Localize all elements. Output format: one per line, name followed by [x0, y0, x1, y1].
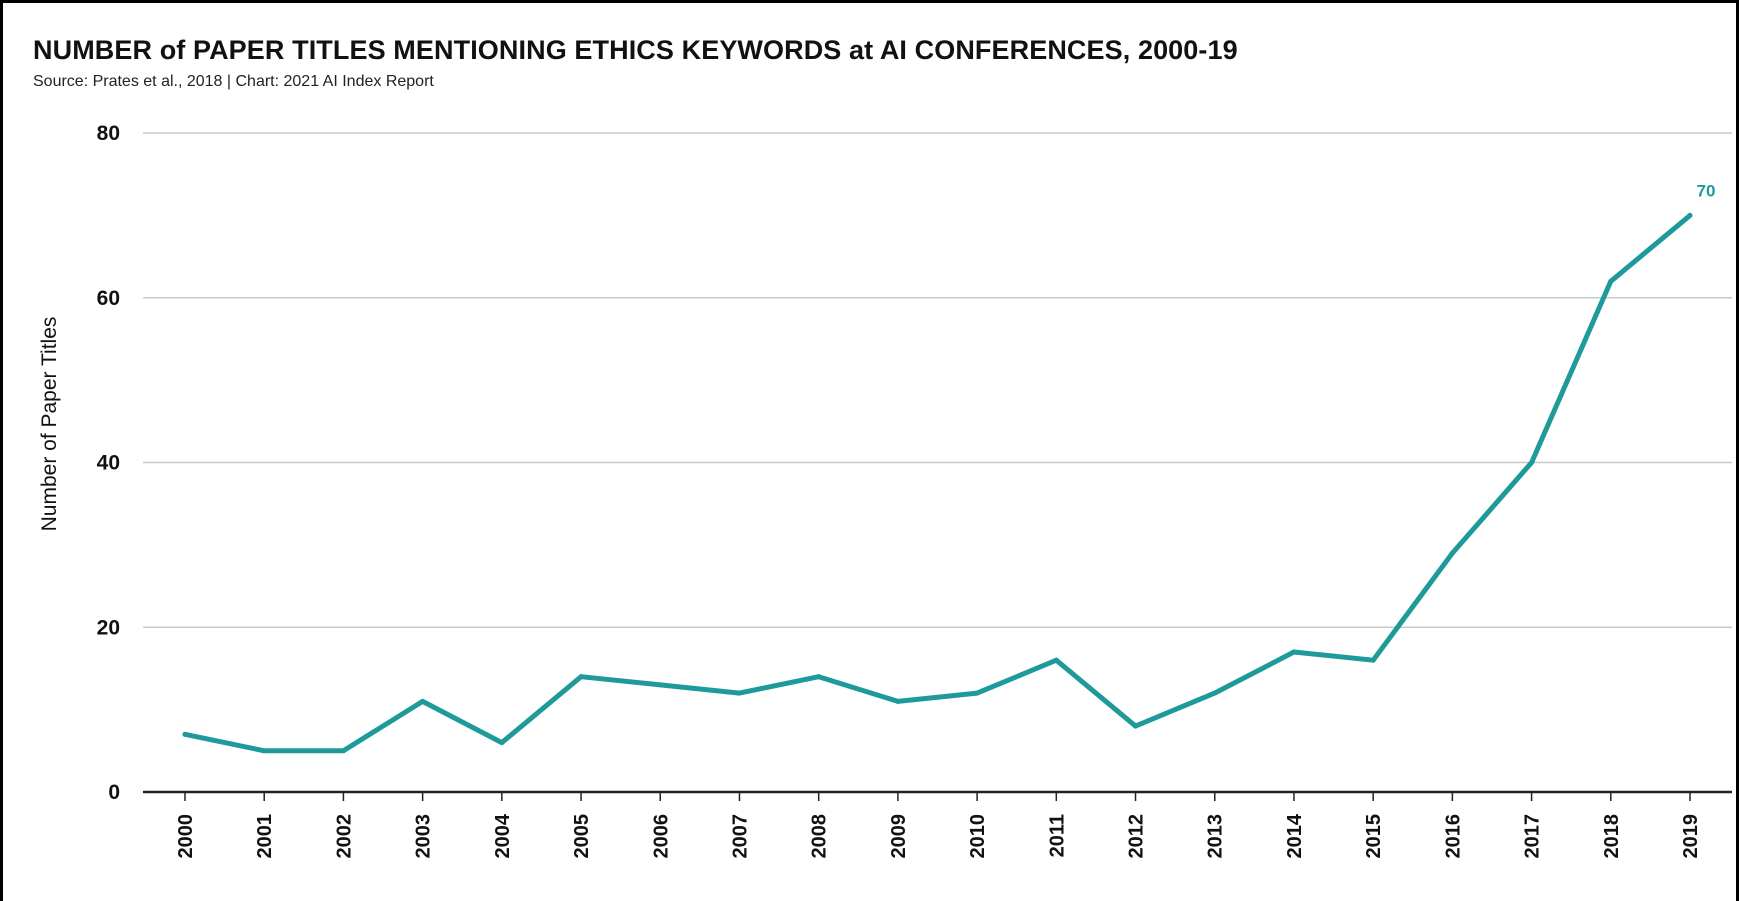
data-point — [1212, 690, 1218, 696]
data-point — [182, 731, 188, 737]
chart-subtitle: Source: Prates et al., 2018 | Chart: 202… — [33, 73, 434, 90]
data-point — [895, 698, 901, 704]
x-tick-label: 2000 — [175, 814, 197, 859]
data-point — [1449, 550, 1455, 556]
data-point — [499, 740, 505, 746]
x-tick-label: 2018 — [1601, 814, 1623, 859]
data-label: 70 — [1697, 181, 1716, 200]
y-tick-label: 60 — [97, 287, 120, 310]
data-point — [340, 748, 346, 754]
series-line — [182, 212, 1693, 754]
x-tick-label: 2005 — [571, 814, 593, 859]
data-point — [1053, 657, 1059, 663]
x-tick-label: 2007 — [729, 814, 751, 859]
gridlines — [143, 132, 1732, 628]
data-point — [1608, 278, 1614, 284]
x-tick-label: 2009 — [888, 814, 910, 859]
x-tick-label: 2006 — [650, 814, 672, 859]
x-tick-label: 2013 — [1205, 814, 1227, 859]
data-point — [420, 698, 426, 704]
x-tick-label: 2014 — [1284, 813, 1306, 858]
y-axis-label: Number of Paper Titles — [38, 317, 61, 532]
data-point — [1133, 723, 1139, 729]
x-tick-label: 2001 — [254, 814, 276, 859]
x-tick-label: 2012 — [1126, 814, 1148, 859]
data-point — [1291, 649, 1297, 655]
y-tick-label: 80 — [97, 122, 120, 145]
chart-title: NUMBER of PAPER TITLES MENTIONING ETHICS… — [33, 35, 1238, 65]
series — [182, 212, 1693, 754]
x-tick-label: 2016 — [1442, 814, 1464, 859]
data-point — [1370, 657, 1376, 663]
x-tick-label: 2017 — [1522, 814, 1544, 859]
y-tick-label: 0 — [108, 781, 120, 804]
data-point — [1529, 460, 1535, 465]
x-tick-label: 2003 — [413, 814, 435, 859]
data-point — [261, 748, 267, 754]
x-tick-label: 2002 — [333, 814, 355, 859]
x-tick-label: 2008 — [809, 814, 831, 859]
data-point — [657, 682, 663, 688]
x-axis-ticks: 2000 2001 2002 2003 2004 2005 2006 2007 2008 2009… — [175, 792, 1702, 859]
y-tick-label: 40 — [97, 452, 120, 475]
y-tick-label: 20 — [97, 616, 120, 639]
data-point — [1687, 212, 1693, 218]
x-tick-label: 2010 — [967, 814, 989, 859]
x-tick-label: 2019 — [1680, 814, 1702, 859]
data-point — [974, 690, 980, 696]
data-point — [736, 690, 742, 696]
data-point — [816, 674, 822, 680]
data-labels: 70 — [1697, 181, 1716, 200]
data-point — [578, 674, 584, 680]
x-tick-label: 2004 — [492, 813, 514, 858]
x-tick-label: 2011 — [1046, 814, 1068, 857]
x-tick-label: 2015 — [1363, 814, 1385, 859]
y-axis-ticks: 0 20 40 60 80 — [97, 122, 120, 804]
